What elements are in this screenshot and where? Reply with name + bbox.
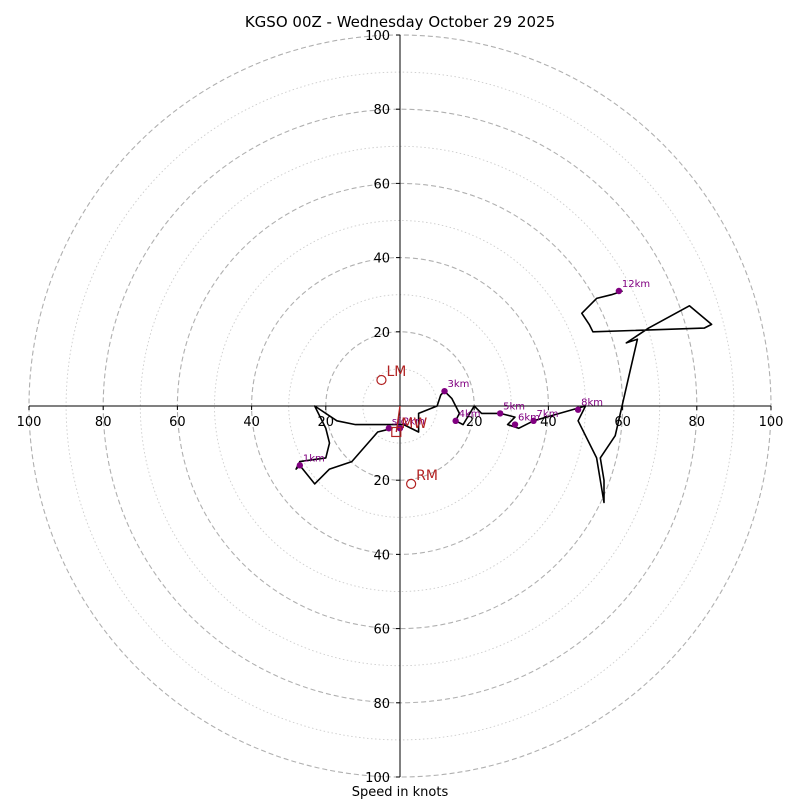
height-label-4km: 4km [459, 409, 481, 420]
lm-motion-marker [376, 374, 387, 386]
x-tick-label: 60 [169, 415, 186, 430]
y-tick-label: 40 [373, 252, 390, 267]
height-label-2km: 2km [403, 416, 425, 427]
height-marker-4km [452, 417, 459, 425]
height-marker-12km [615, 287, 623, 295]
height-marker-7km [530, 417, 537, 425]
y-tick-label: 40 [373, 548, 390, 563]
y-tick-label: 80 [373, 697, 390, 712]
y-tick-label: 100 [365, 771, 390, 786]
hodograph-trace [295, 290, 713, 504]
x-tick-label: 100 [759, 415, 784, 430]
height-marker-2km [396, 425, 404, 432]
mean-wind-vector [395, 405, 401, 433]
x-tick-label: 40 [243, 415, 260, 430]
height-marker-3km [441, 387, 448, 395]
height-label-5km: 5km [503, 401, 525, 412]
x-tick-label: 80 [95, 415, 112, 430]
y-tick-label: 20 [373, 474, 390, 489]
height-label-3km: 3km [448, 379, 470, 390]
height-marker-sfc [385, 425, 393, 432]
x-tick-label: 20 [466, 415, 483, 430]
x-axis-label: Speed in knots [352, 785, 449, 800]
height-marker-6km [511, 421, 519, 428]
height-label-1km: 1km [303, 453, 325, 464]
y-tick-label: 80 [373, 103, 390, 118]
rm-motion-marker [406, 478, 417, 490]
x-tick-label: 100 [17, 415, 42, 430]
height-marker-1km [296, 462, 304, 469]
height-marker-5km [496, 410, 504, 417]
height-marker-8km [574, 406, 582, 413]
lm-motion-label: LM [386, 364, 406, 380]
height-label-sfc: sfc [392, 416, 406, 427]
tick-labels: 100 80 60 40 20 20 40 60 80 100100806040202040608… [17, 29, 784, 786]
rm-motion-label: RM [416, 468, 438, 484]
height-label-7km: 7km [537, 409, 559, 420]
y-tick-label: 60 [373, 623, 390, 638]
y-tick-label: 60 [373, 177, 390, 192]
chart-title: KGSO 00Z - Wednesday October 29 2025 [245, 13, 555, 31]
y-tick-label: 100 [365, 29, 390, 44]
storm-motion-markers: LM RM MW [376, 364, 438, 490]
mw-motion-label: MW [401, 416, 427, 432]
height-label-12km: 12km [622, 279, 650, 290]
height-label-6km: 6km [518, 413, 540, 424]
hodograph-line [295, 290, 713, 504]
x-tick-label: 40 [540, 415, 557, 430]
height-label-8km: 8km [581, 398, 603, 409]
y-tick-label: 20 [373, 326, 390, 341]
x-tick-label: 80 [689, 415, 706, 430]
